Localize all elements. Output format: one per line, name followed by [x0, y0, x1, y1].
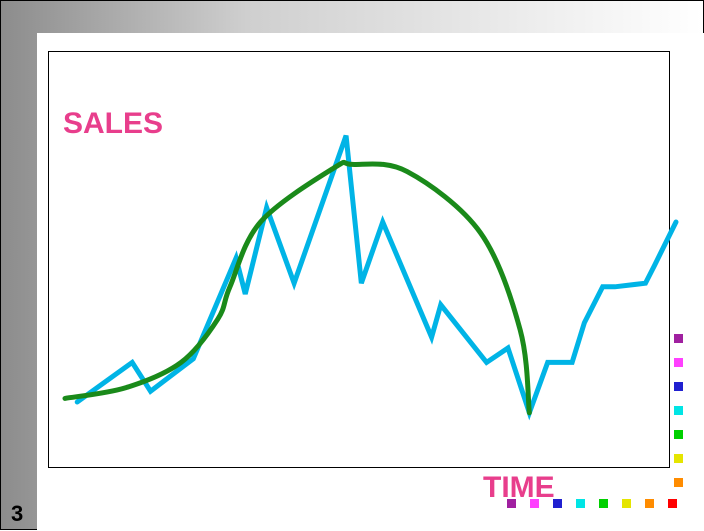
decor-square	[674, 358, 683, 367]
slide-number: 3	[11, 501, 24, 526]
decor-square	[674, 382, 683, 391]
decor-square	[668, 499, 677, 508]
series-line-trend	[62, 159, 532, 416]
decor-square	[599, 499, 608, 508]
decor-square	[622, 499, 631, 508]
decor-square	[553, 499, 562, 508]
decor-square	[530, 499, 539, 508]
decor-square	[674, 478, 683, 487]
decor-square	[645, 499, 654, 508]
decor-square	[674, 334, 683, 343]
decor-square	[507, 499, 516, 508]
series-line-sales	[74, 134, 679, 421]
y-axis-label: SALES	[63, 107, 164, 140]
decor-square	[674, 454, 683, 463]
decor-square	[674, 430, 683, 439]
x-axis-label: TIME	[483, 471, 555, 504]
decor-square	[576, 499, 585, 508]
decor-square	[674, 406, 683, 415]
